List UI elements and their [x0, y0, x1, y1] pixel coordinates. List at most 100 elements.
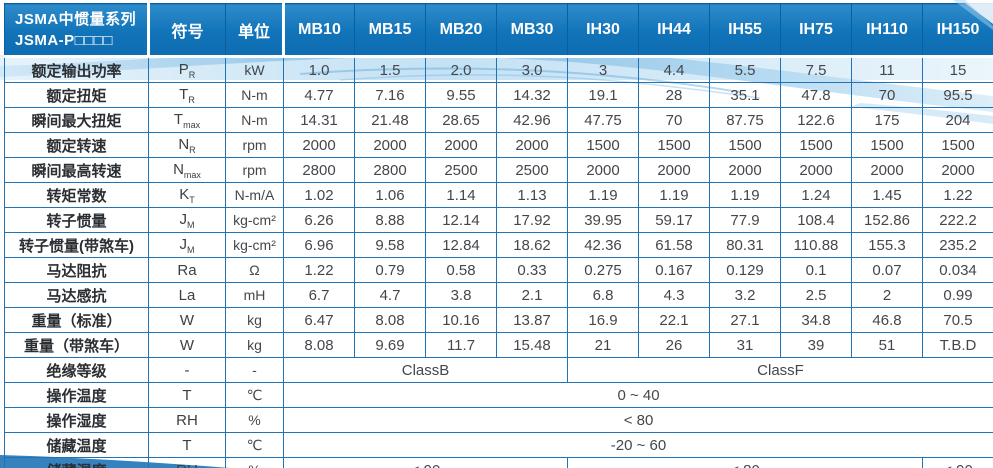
value-cell: 0.99: [922, 282, 993, 308]
value-cell: 47.75: [567, 107, 639, 133]
table-row: 操作湿度 RH% < 80: [4, 407, 993, 433]
value-cell: 70: [638, 107, 710, 133]
symbol-main: W: [179, 336, 195, 354]
value-cell: 4.4: [638, 56, 710, 83]
value-cell: 47.8: [780, 82, 852, 108]
value-cell: 87.75: [709, 107, 781, 133]
header-row: JSMA中惯量系列 JSMA-P□□□□ 符号 单位 MB10 MB15 MB2…: [4, 3, 993, 58]
value-cell: 1500: [567, 132, 639, 158]
row-symbol: JM: [148, 232, 226, 258]
row-label: 重量（带煞车）: [4, 332, 149, 358]
value-cell: 95.5: [922, 82, 993, 108]
value-cell: 15: [922, 56, 993, 83]
column-header-model: MB10: [283, 3, 355, 58]
series-title-line1: JSMA中惯量系列: [15, 10, 137, 28]
row-label: 操作湿度: [4, 407, 149, 433]
value-cell: 12.84: [425, 232, 497, 258]
value-cell: 1.19: [567, 182, 639, 208]
merged-value-cell: < 90: [922, 457, 993, 468]
row-unit: %: [225, 407, 284, 433]
value-cell: 9.55: [425, 82, 497, 108]
value-cell: 155.3: [851, 232, 923, 258]
merged-value-cell: < 90: [283, 457, 568, 468]
table-row: 马达感抗 La mH 6.7 4.7 3.8 2.1 6.8 4.3 3.2 2.5 2 0.99: [4, 282, 993, 308]
value-cell: 1500: [780, 132, 852, 158]
value-cell: 11.7: [425, 332, 497, 358]
symbol-main: T: [173, 110, 184, 128]
value-cell: 12.14: [425, 207, 497, 233]
value-cell: 3: [567, 56, 639, 83]
merged-value-cell: < 80: [283, 407, 993, 433]
column-header-model: IH150: [922, 3, 993, 58]
table-row: 额定扭矩 TR N-m 4.77 7.16 9.55 14.32 19.1 28 35.1 47.8…: [4, 82, 993, 108]
value-cell: 8.08: [354, 307, 426, 333]
symbol-main: La: [178, 286, 196, 304]
value-cell: 7.5: [780, 56, 852, 83]
value-cell: 2: [851, 282, 923, 308]
symbol-main: T: [179, 85, 189, 103]
value-cell: 0.79: [354, 257, 426, 283]
value-cell: 0.07: [851, 257, 923, 283]
row-unit: -: [225, 357, 284, 383]
merged-value-cell: ClassF: [567, 357, 993, 383]
value-cell: 0.167: [638, 257, 710, 283]
row-unit: kg-cm²: [225, 207, 284, 233]
value-cell: 16.9: [567, 307, 639, 333]
value-cell: 1.19: [709, 182, 781, 208]
column-header-unit: 单位: [225, 3, 285, 58]
value-cell: 110.88: [780, 232, 852, 258]
value-cell: 14.31: [283, 107, 355, 133]
value-cell: 21: [567, 332, 639, 358]
value-cell: 35.1: [709, 82, 781, 108]
value-cell: 1.24: [780, 182, 852, 208]
value-cell: 19.1: [567, 82, 639, 108]
table-row: 转矩常数 KT N-m/A 1.02 1.06 1.14 1.13 1.19 1.19 1.19 1…: [4, 182, 993, 208]
symbol-subscript: max: [183, 169, 201, 180]
symbol-subscript: R: [188, 94, 195, 105]
column-header-model: MB30: [496, 3, 568, 58]
value-cell: 175: [851, 107, 923, 133]
column-header-model: IH44: [638, 3, 710, 58]
value-cell: 61.58: [638, 232, 710, 258]
value-cell: 2000: [496, 132, 568, 158]
merged-value-cell: < 80: [567, 457, 923, 468]
value-cell: 2500: [496, 157, 568, 183]
table-row: 额定转速 NR rpm 2000 2000 2000 2000 1500 1500 1500 150…: [4, 132, 993, 158]
table-row: 转子惯量 JM kg-cm² 6.26 8.88 12.14 17.92 39.95 59.17…: [4, 207, 993, 233]
merged-value-cell: -20 ~ 60: [283, 432, 993, 458]
value-cell: 2000: [638, 157, 710, 183]
value-cell: 2000: [425, 132, 497, 158]
value-cell: 27.1: [709, 307, 781, 333]
value-cell: 1.13: [496, 182, 568, 208]
value-cell: 1.22: [283, 257, 355, 283]
value-cell: 1.02: [283, 182, 355, 208]
motor-spec-table: JSMA中惯量系列 JSMA-P□□□□ 符号 单位 MB10 MB15 MB2…: [4, 3, 993, 468]
value-cell: 1.5: [354, 56, 426, 83]
row-label: 重量（标准）: [4, 307, 149, 333]
symbol-main: P: [178, 60, 189, 78]
row-label: 储藏温度: [4, 432, 149, 458]
value-cell: 5.5: [709, 56, 781, 83]
row-unit: %: [225, 457, 284, 468]
table-row: 瞬间最高转速 Nmax rpm 2800 2800 2500 2500 2000 2000 200…: [4, 157, 993, 183]
value-cell: T.B.D: [922, 332, 993, 358]
row-label: 额定扭矩: [4, 82, 149, 108]
value-cell: 0.129: [709, 257, 781, 283]
value-cell: 2800: [354, 157, 426, 183]
value-cell: 2.1: [496, 282, 568, 308]
value-cell: 51: [851, 332, 923, 358]
row-symbol: T: [148, 382, 226, 408]
value-cell: 6.8: [567, 282, 639, 308]
column-header-model: IH55: [709, 3, 781, 58]
value-cell: 2000: [922, 157, 993, 183]
value-cell: 10.16: [425, 307, 497, 333]
value-cell: 1.45: [851, 182, 923, 208]
symbol-main: K: [179, 185, 190, 203]
table-row: 储藏湿度RH%< 90< 80< 90: [4, 457, 993, 468]
value-cell: 8.08: [283, 332, 355, 358]
value-cell: 122.6: [780, 107, 852, 133]
table-row: 绝缘等级 - - ClassB ClassF: [4, 357, 993, 383]
value-cell: 34.8: [780, 307, 852, 333]
row-symbol: W: [148, 307, 226, 333]
symbol-subscript: M: [187, 244, 195, 255]
